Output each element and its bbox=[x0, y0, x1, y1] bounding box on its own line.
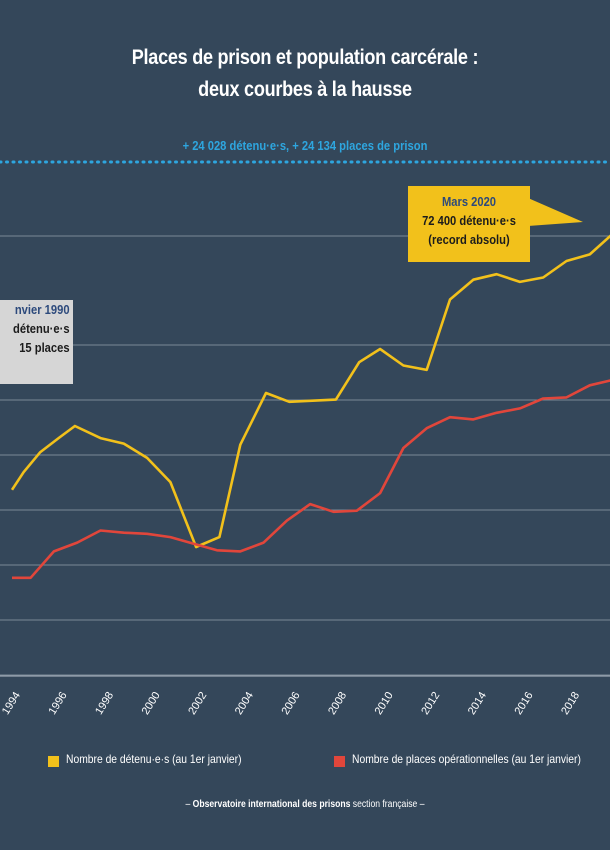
chart-title-line2: deux courbes à la hausse bbox=[198, 78, 412, 101]
x-tick-label: 2014 bbox=[466, 690, 489, 717]
series-line-detenus bbox=[10, 234, 610, 549]
x-tick-label: 20 bbox=[609, 695, 610, 712]
legend-swatch-places bbox=[334, 756, 345, 767]
callout-start-date: nvier 1990 bbox=[14, 302, 70, 317]
x-tick-label: 2012 bbox=[419, 690, 442, 717]
legend-label-detenus: Nombre de détenu·e·s (au 1er janvier) bbox=[66, 752, 242, 766]
callout-start: nvier 1990 détenu·e·s 15 places bbox=[0, 300, 73, 384]
x-tick-label: 1994 bbox=[0, 690, 23, 717]
footer-org: Observatoire international des prisons bbox=[192, 799, 351, 810]
x-tick-label: 2018 bbox=[559, 690, 582, 717]
footer-section: section française bbox=[352, 799, 418, 810]
chart-title: Places de prison et population carcérale… bbox=[43, 42, 568, 106]
series-line-places bbox=[12, 379, 610, 580]
callout-start-note: 15 places bbox=[19, 340, 70, 355]
x-tick-label: 2006 bbox=[279, 690, 302, 717]
callout-record-value: 72 400 détenu·e·s bbox=[422, 213, 516, 228]
x-tick-label: 2000 bbox=[140, 690, 163, 717]
legend-swatch-detenus bbox=[48, 756, 59, 767]
callout-record: Mars 2020 72 400 détenu·e·s (record abso… bbox=[408, 186, 530, 262]
legend-label-places: Nombre de places opérationnelles (au 1er… bbox=[352, 752, 581, 766]
x-tick-label: 2010 bbox=[373, 690, 396, 717]
footer-source: – Observatoire international des prisons… bbox=[185, 799, 425, 810]
x-tick-label: 2002 bbox=[186, 690, 209, 717]
x-tick-label: 2016 bbox=[512, 690, 535, 717]
callout-record-date: Mars 2020 bbox=[441, 194, 497, 209]
x-tick-label: 1996 bbox=[46, 690, 69, 717]
callout-record-pointer bbox=[528, 198, 583, 226]
x-tick-label: 1998 bbox=[93, 690, 116, 717]
chart-subtitle: + 24 028 détenu·e·s, + 24 134 places de … bbox=[182, 138, 428, 153]
callout-record-note: (record absolu) bbox=[428, 232, 510, 247]
x-tick-label: 2008 bbox=[326, 690, 349, 717]
x-tick-label: 2004 bbox=[233, 690, 256, 717]
callout-start-value: détenu·e·s bbox=[13, 321, 70, 336]
chart-title-line1: Places de prison et population carcérale… bbox=[131, 46, 479, 69]
